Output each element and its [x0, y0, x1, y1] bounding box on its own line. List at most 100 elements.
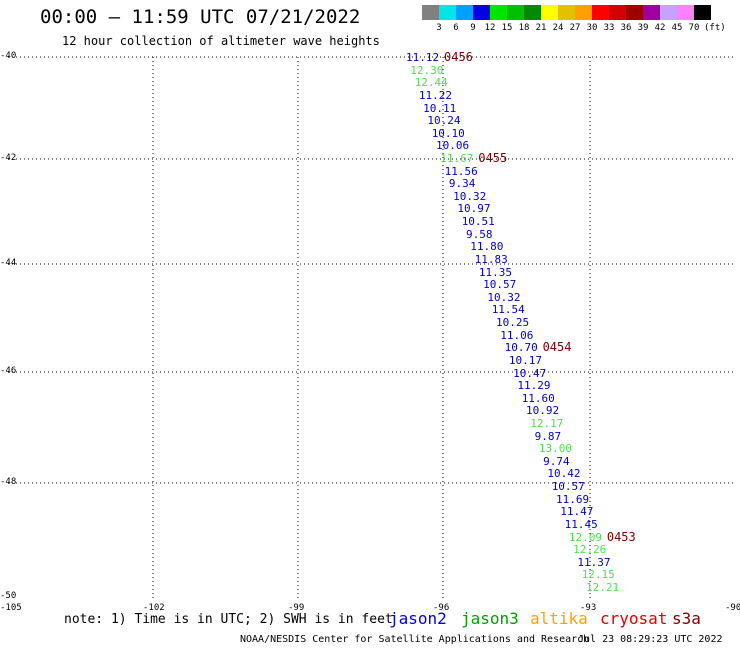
wave-height-value: 10.11: [423, 101, 457, 115]
wave-height-value: 11.83: [474, 252, 508, 266]
wave-height-value: 12.21: [586, 581, 620, 594]
wave-height-value: 10.92: [526, 404, 560, 418]
legend-swatch: [626, 5, 643, 20]
wave-height-value: 10.97: [457, 202, 491, 216]
wave-height-value: 10.47: [513, 366, 547, 380]
graticule: [8, 56, 735, 600]
legend-swatch: [456, 5, 473, 20]
wave-height-value: 9.34: [448, 177, 476, 191]
legend-swatch: [422, 5, 439, 20]
pass-number-label: 0454: [542, 340, 572, 355]
longitude-label: -105: [0, 603, 22, 613]
legend-swatch: [660, 5, 677, 20]
legend-label: 3: [436, 23, 442, 33]
latitude-label: -40: [0, 51, 17, 61]
longitude-label: -102: [143, 603, 165, 613]
legend-swatch: [439, 5, 456, 20]
legend-swatch: [677, 5, 694, 20]
footer-note: note: 1) Time is in UTC; 2) SWH is in fe…: [64, 612, 393, 627]
credit-line: NOAA/NESDIS Center for Satellite Applica…: [240, 634, 590, 645]
wave-height-value: 12.44: [414, 76, 448, 90]
latitude-label: -44: [0, 258, 17, 268]
chart-title: 00:00 – 11:59 UTC 07/21/2022: [40, 6, 361, 28]
legend-swatch: [609, 5, 626, 20]
legend-swatch: [507, 5, 524, 20]
wave-height-value: 9.87: [534, 429, 562, 443]
legend-swatch: [643, 5, 660, 20]
longitude-label: -99: [288, 603, 305, 613]
legend-label: 45: [671, 23, 683, 33]
wave-height-value: 11.60: [521, 391, 555, 405]
legend-label: 36: [620, 23, 632, 33]
generated-timestamp: Jul 23 08:29:23 UTC 2022: [578, 634, 723, 645]
wave-height-value: 11.80: [470, 240, 504, 254]
wave-height-value: 12.26: [573, 543, 607, 557]
legend-label: 18: [518, 23, 530, 33]
wave-height-value: 10.10: [431, 126, 465, 140]
longitude-label: -93: [580, 603, 597, 613]
legend-swatch: [575, 5, 592, 20]
pass-number-label: 0456: [444, 50, 473, 64]
wave-height-value: 11.29: [517, 379, 551, 393]
legend-swatch: [541, 5, 558, 20]
wave-height-value: 11.67: [440, 152, 474, 165]
legend-label: 33: [603, 23, 615, 33]
wave-height-value: 11.22: [418, 88, 453, 102]
wave-height-value: 11.56: [444, 164, 478, 178]
longitude-label: -90: [725, 603, 740, 613]
wave-height-value: 10.32: [487, 290, 521, 304]
latitude-label: -46: [0, 366, 17, 376]
wave-height-value: 10.57: [483, 278, 517, 292]
latitude-label: -48: [0, 477, 17, 487]
wave-height-value: 11.69: [556, 492, 590, 506]
legend-label: 42: [654, 23, 666, 33]
wave-height-value: 11.54: [491, 303, 525, 317]
legend-label: 6: [453, 23, 459, 33]
wave-height-value: 12.15: [581, 568, 615, 582]
satellite-legend-entry: jason2: [389, 609, 447, 628]
wave-height-value: 11.47: [560, 505, 594, 519]
wave-height-value: 10.06: [436, 139, 470, 153]
chart-subtitle: 12 hour collection of altimeter wave hei…: [62, 34, 380, 48]
wave-height-value: 11.37: [577, 555, 611, 569]
wave-height-value: 10.57: [551, 480, 585, 493]
wave-height-value: 10.24: [427, 114, 461, 128]
satellite-legend-entry: cryosat: [600, 609, 668, 628]
legend-label: 9: [470, 23, 476, 33]
longitude-label: -96: [433, 603, 450, 613]
legend-swatch: [558, 5, 575, 20]
wave-height-value: 11.12: [406, 51, 440, 64]
latitude-label: -50: [0, 591, 17, 601]
legend-label: 70: [688, 23, 700, 33]
wave-height-value: 10.17: [508, 353, 543, 367]
wave-height-value: 10.32: [453, 189, 487, 203]
legend-label: 21: [535, 23, 547, 33]
legend-label: 15: [501, 23, 513, 33]
wave-height-value: 10.25: [496, 316, 530, 329]
pass-number-label: 0455: [478, 151, 508, 165]
satellite-legend-entry: altika: [530, 609, 588, 628]
legend-label: 39: [637, 23, 649, 33]
legend-swatch: [490, 5, 507, 20]
legend-swatch: [694, 5, 711, 20]
wave-height-value: 11.06: [500, 328, 534, 342]
wave-height-value: 11.35: [478, 265, 513, 279]
legend-label: 24: [552, 23, 564, 33]
wave-height-value: 10.51: [461, 215, 495, 228]
legend-swatch: [524, 5, 541, 20]
legend-swatch: [473, 5, 490, 20]
pass-number-label: 0453: [606, 529, 636, 544]
wave-height-value: 12.30: [410, 63, 444, 77]
wave-height-value: 12.09: [568, 530, 603, 544]
wave-height-value: 13.00: [538, 442, 573, 456]
wave-height-value: 10.42: [547, 467, 581, 481]
legend-swatch: [592, 5, 609, 20]
wave-height-value: 12.17: [530, 417, 564, 430]
legend-label: 12: [484, 23, 496, 33]
legend-label: 27: [569, 23, 581, 33]
wave-height-value: 9.58: [466, 227, 493, 241]
wave-height-value: 11.45: [564, 517, 598, 531]
satellite-legend-entry: jason3: [461, 609, 519, 628]
wave-height-value: 9.74: [543, 454, 570, 468]
